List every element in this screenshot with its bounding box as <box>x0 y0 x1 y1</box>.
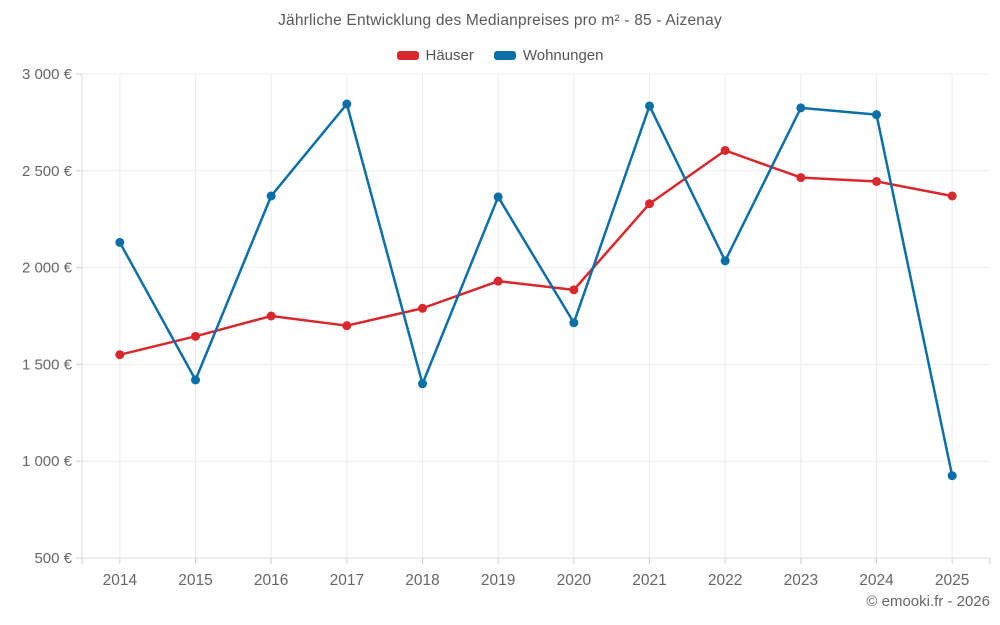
copyright-attribution: © emooki.fr - 2026 <box>866 593 990 610</box>
chart-legend: Häuser Wohnungen <box>0 47 1000 64</box>
data-point-0-2020[interactable] <box>569 285 579 295</box>
data-point-0-2024[interactable] <box>872 176 881 186</box>
y-axis-label: 500 € <box>34 550 72 567</box>
x-axis-label: 2018 <box>405 572 439 589</box>
data-point-0-2025[interactable] <box>947 191 957 201</box>
data-point-1-2018[interactable] <box>418 379 427 389</box>
data-point-0-2023[interactable] <box>796 173 806 183</box>
series-line-0 <box>118 149 954 356</box>
x-axis-label: 2024 <box>859 572 894 589</box>
x-axis-label: 2016 <box>254 572 288 589</box>
x-axis-label: 2014 <box>103 572 138 589</box>
data-point-1-2016[interactable] <box>266 191 276 201</box>
data-point-0-2014[interactable] <box>115 350 125 360</box>
y-axis-label: 1 000 € <box>22 453 73 470</box>
data-point-1-2024[interactable] <box>872 110 881 120</box>
data-point-1-2023[interactable] <box>796 103 806 113</box>
data-point-0-2022[interactable] <box>720 145 730 155</box>
x-axis-label: 2021 <box>632 572 666 589</box>
legend-item-wohnungen[interactable]: Wohnungen <box>493 47 604 64</box>
data-point-1-2015[interactable] <box>191 375 200 385</box>
data-point-1-2020[interactable] <box>569 318 579 328</box>
legend-label-haeuser: Häuser <box>425 47 474 64</box>
data-point-0-2018[interactable] <box>418 303 427 313</box>
haeuser-series-swatch-icon <box>396 51 419 60</box>
data-point-1-2021[interactable] <box>645 101 654 111</box>
series-line-1 <box>118 102 954 477</box>
data-point-0-2019[interactable] <box>493 276 503 286</box>
x-axis-label: 2022 <box>708 572 742 589</box>
legend-label-wohnungen: Wohnungen <box>522 47 604 64</box>
y-axis-label: 2 500 € <box>22 163 73 180</box>
x-axis-label: 2017 <box>330 572 364 589</box>
x-axis-label: 2015 <box>178 572 212 589</box>
data-point-0-2015[interactable] <box>191 331 200 341</box>
data-point-0-2016[interactable] <box>266 311 276 321</box>
data-point-1-2014[interactable] <box>115 237 125 247</box>
x-axis-label: 2023 <box>784 572 818 589</box>
data-point-0-2017[interactable] <box>342 321 352 331</box>
wohnungen-series-swatch-icon <box>493 51 516 60</box>
data-point-1-2019[interactable] <box>493 192 503 202</box>
data-point-1-2017[interactable] <box>342 99 352 109</box>
x-axis-label: 2025 <box>935 572 969 589</box>
legend-item-haeuser[interactable]: Häuser <box>396 47 474 64</box>
y-axis-label: 2 000 € <box>22 260 73 277</box>
data-point-1-2025[interactable] <box>947 471 957 481</box>
y-axis-label: 1 500 € <box>22 356 73 373</box>
data-point-1-2022[interactable] <box>720 256 730 266</box>
x-axis-label: 2020 <box>557 572 592 589</box>
chart-title: Jährliche Entwicklung des Medianpreises … <box>278 12 722 29</box>
data-point-0-2021[interactable] <box>645 199 654 209</box>
x-axis-label: 2019 <box>481 572 515 589</box>
y-axis-label: 3 000 € <box>22 66 73 83</box>
